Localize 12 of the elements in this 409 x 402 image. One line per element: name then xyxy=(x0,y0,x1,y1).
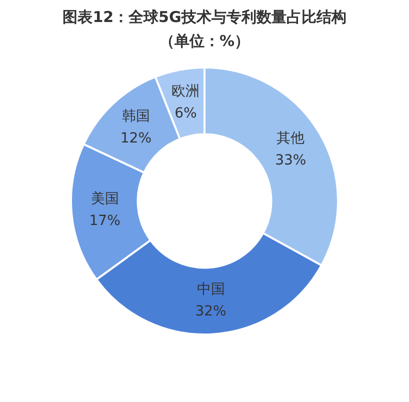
slice-label: 欧洲 xyxy=(172,83,200,100)
data-label: 17% xyxy=(89,213,120,230)
chart-subtitle: （单位：%） xyxy=(158,32,251,51)
data-label: 33% xyxy=(275,152,306,169)
data-label: 12% xyxy=(120,130,152,147)
data-label: 32% xyxy=(195,304,226,320)
slice-label: 中国 xyxy=(196,282,225,298)
slice-label: 美国 xyxy=(90,191,119,208)
chart-title: 图表12：全球5G技术与专利数量占比结构 xyxy=(62,8,348,27)
slice-label: 韩国 xyxy=(122,108,150,125)
data-label: 6% xyxy=(174,105,197,122)
slice-label: 其他 xyxy=(276,130,305,147)
